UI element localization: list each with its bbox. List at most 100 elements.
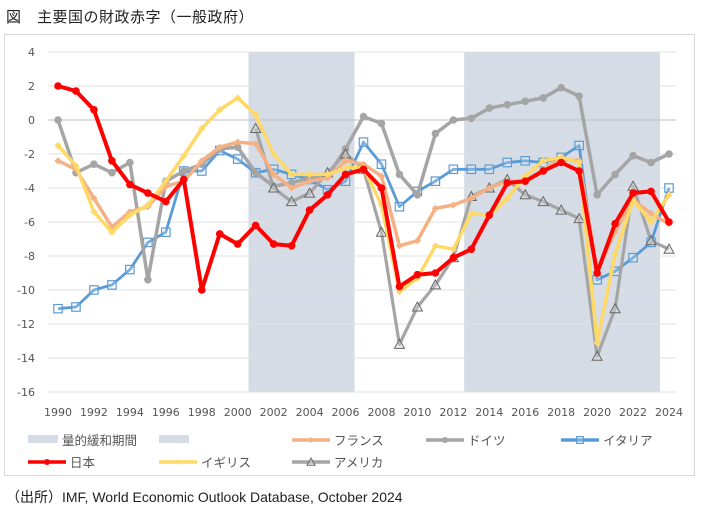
data-point [234,94,242,102]
legend-item: アメリカ [292,455,383,470]
data-point [537,195,550,207]
data-point [161,227,171,237]
data-point [196,166,207,176]
y-tick-label: -8 [24,250,35,263]
y-tick-label: -14 [17,352,35,365]
line-chart: 4 2 0 -2 -4 -6 -8 -10 -12 -14 -16 1990 1992 1994 1996… [17,46,683,470]
data-point [395,288,404,296]
data-point [288,170,296,178]
data-point [54,141,62,150]
data-point [593,269,601,277]
x-tick-label: 1996 [152,406,180,419]
data-point [609,302,621,314]
data-point [108,168,116,177]
x-tick-label: 2022 [619,406,647,419]
data-point [449,116,458,124]
data-point [467,245,476,253]
data-point [323,191,332,199]
legend-item: ドイツ [426,433,506,448]
x-tick-label: 2010 [403,406,431,419]
data-point [664,183,674,193]
data-point [467,209,475,218]
data-point [647,209,655,218]
data-point [179,167,188,175]
data-point [503,179,512,187]
data-point [323,170,332,178]
data-point [573,212,585,224]
y-tick-label: -6 [24,216,35,229]
legend-marker [306,456,316,466]
series-line [57,140,671,311]
data-point [395,242,404,250]
data-point [341,157,350,165]
data-point [647,218,655,226]
data-point [375,226,388,237]
x-axis-ticks: 1990 1992 1994 1996 1998 2000 2002 2004 2006 2008… [44,406,683,419]
data-point [71,302,81,312]
data-point [449,253,458,262]
data-point [485,211,494,219]
legend-label: 日本 [70,455,96,470]
data-point [108,228,116,236]
y-tick-label: -4 [24,182,35,195]
data-point [431,242,439,250]
data-point [431,269,440,277]
data-point [611,228,619,236]
data-point [539,167,548,175]
data-point [429,278,442,290]
data-point [611,219,619,228]
legend-label: アメリカ [334,455,383,470]
data-point [90,106,98,114]
data-point [377,184,386,192]
x-tick-label: 2002 [260,406,288,419]
data-point [305,206,314,214]
y-tick-label: -2 [24,148,35,161]
data-point [521,97,530,106]
data-point [216,106,224,114]
data-point [144,201,152,209]
data-point [162,177,170,185]
data-point [431,204,439,212]
data-point [449,201,457,209]
data-point [285,195,298,207]
data-point [485,184,493,192]
data-point [665,218,673,226]
x-tick-label: 1990 [44,406,72,419]
data-point [233,143,242,151]
data-point [305,170,314,178]
x-tick-label: 2004 [296,406,324,419]
data-point [144,189,152,197]
data-point [359,112,368,121]
data-point [162,197,170,206]
legend-item: イギリス [159,455,251,470]
data-point [663,243,675,254]
data-point [90,160,98,168]
series-イタリア [53,137,674,314]
data-point [665,150,673,158]
data-point [197,286,206,294]
legend-marker [43,458,51,466]
data-point [519,188,532,200]
y-tick-label: -10 [17,284,35,297]
data-point [232,154,243,164]
data-point [72,162,80,170]
data-point [593,339,601,347]
data-point [539,94,548,102]
legend-label: フランス [334,433,384,448]
data-point [341,164,350,172]
data-point [341,170,350,179]
data-point [216,143,224,151]
data-point [448,164,459,175]
x-tick-label: 2008 [367,406,395,419]
y-tick-label: 2 [28,80,35,93]
data-point [72,87,80,95]
data-point [575,167,583,175]
data-point [539,157,547,165]
data-point [252,140,260,148]
data-point [54,116,62,124]
y-tick-label: 0 [28,114,35,127]
legend-marker [175,459,181,465]
data-point [107,280,117,290]
data-point [555,204,568,215]
